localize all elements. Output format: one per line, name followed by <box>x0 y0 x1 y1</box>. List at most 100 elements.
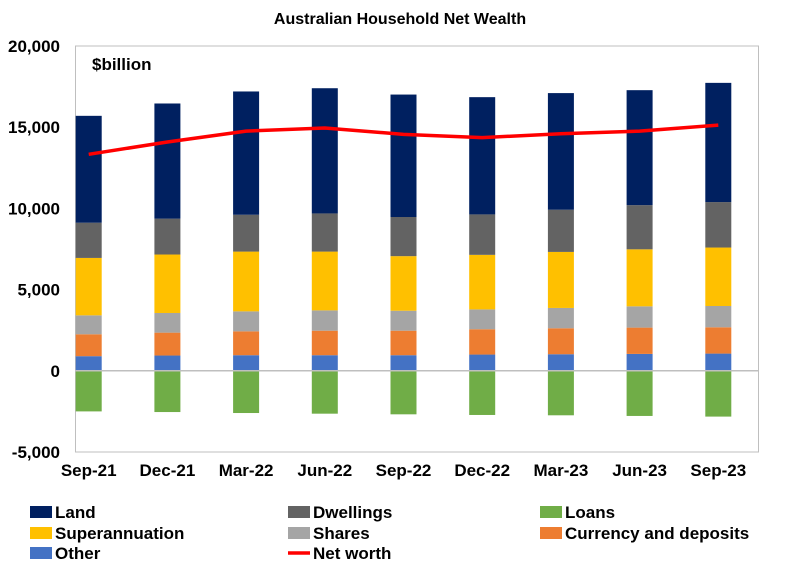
bar-superannuation <box>154 254 181 313</box>
y-tick-label: 15,000 <box>8 118 60 137</box>
bar-dwellings <box>311 213 338 252</box>
bar-superannuation <box>547 251 574 308</box>
legend-item: Currency and deposits <box>540 524 749 543</box>
x-tick-label: Mar-22 <box>219 461 274 480</box>
x-tick-label: Sep-23 <box>690 461 746 480</box>
x-tick-label: Jun-23 <box>612 461 667 480</box>
legend-item: Land <box>30 503 96 522</box>
y-tick-label: 5,000 <box>17 281 60 300</box>
bar-loans <box>311 370 338 414</box>
legend-swatch <box>288 527 310 539</box>
legend-item: Superannuation <box>30 524 184 543</box>
bar-currency-and-deposits <box>626 327 653 354</box>
legend-swatch <box>540 527 562 539</box>
bar-dwellings <box>154 218 181 255</box>
legend-label: Other <box>55 544 101 563</box>
x-tick-label: Sep-22 <box>376 461 432 480</box>
bar-dwellings <box>75 222 102 258</box>
bar-shares <box>469 309 496 330</box>
bar-loans <box>390 370 417 415</box>
bar-superannuation <box>390 256 417 311</box>
x-tick-label: Sep-21 <box>61 461 117 480</box>
bar-currency-and-deposits <box>469 329 496 355</box>
legend-item: Loans <box>540 503 615 522</box>
bar-currency-and-deposits <box>311 330 338 356</box>
bar-currency-and-deposits <box>154 332 181 356</box>
legend-label: Land <box>55 503 96 522</box>
bar-land <box>75 115 102 223</box>
bar-currency-and-deposits <box>75 334 102 357</box>
legend-swatch <box>30 506 52 518</box>
unit-label: $billion <box>92 55 152 74</box>
bar-superannuation <box>469 254 496 310</box>
bar-loans <box>233 370 260 414</box>
net-worth-line <box>88 123 719 157</box>
bar-other <box>233 355 260 371</box>
bar-superannuation <box>311 251 338 311</box>
y-tick-label: 0 <box>51 362 60 381</box>
bar-loans <box>547 370 574 416</box>
bar-other <box>547 354 574 371</box>
legend-label: Loans <box>565 503 615 522</box>
legend-label: Superannuation <box>55 524 184 543</box>
legend-swatch <box>540 506 562 518</box>
legend-item: Net worth <box>288 544 391 563</box>
legend-swatch <box>30 547 52 559</box>
bar-land <box>705 82 732 203</box>
bar-superannuation <box>75 257 102 316</box>
x-tick-label: Dec-22 <box>454 461 510 480</box>
bar-land <box>626 90 653 206</box>
bar-superannuation <box>705 247 732 307</box>
bar-land <box>547 93 574 210</box>
plot-area <box>75 45 759 453</box>
legend-label: Shares <box>313 524 370 543</box>
bar-shares <box>705 306 732 328</box>
bar-shares <box>154 312 181 333</box>
legend-swatch <box>30 527 52 539</box>
bar-shares <box>390 310 417 331</box>
legend-item: Other <box>30 544 101 563</box>
bar-land <box>390 94 417 218</box>
legend-item: Shares <box>288 524 370 543</box>
chart-title: Australian Household Net Wealth <box>274 11 526 28</box>
bar-superannuation <box>233 251 260 312</box>
bar-shares <box>311 310 338 331</box>
bar-other <box>75 356 102 371</box>
bar-land <box>311 88 338 214</box>
bar-shares <box>626 306 653 328</box>
bar-dwellings <box>626 205 653 250</box>
y-tick-label: 20,000 <box>8 37 60 56</box>
bar-loans <box>469 370 496 415</box>
bar-other <box>626 353 653 371</box>
bar-superannuation <box>626 249 653 307</box>
bar-loans <box>154 370 181 413</box>
x-tick-label: Jun-22 <box>297 461 352 480</box>
legend-item: Dwellings <box>288 503 392 522</box>
bar-dwellings <box>705 202 732 248</box>
x-tick-label: Dec-21 <box>140 461 196 480</box>
y-tick-label: -5,000 <box>12 443 60 462</box>
bar-shares <box>547 307 574 329</box>
bar-loans <box>705 370 732 417</box>
bar-other <box>154 355 181 371</box>
bar-currency-and-deposits <box>705 327 732 354</box>
bar-loans <box>75 370 102 412</box>
bar-land <box>154 103 181 219</box>
legend-swatch <box>288 506 310 518</box>
bar-currency-and-deposits <box>233 331 260 356</box>
bar-dwellings <box>469 214 496 255</box>
legend-label: Net worth <box>313 544 391 563</box>
bar-other <box>705 353 732 371</box>
bar-shares <box>233 311 260 332</box>
legend-label: Dwellings <box>313 503 392 522</box>
x-tick-label: Mar-23 <box>533 461 588 480</box>
bar-dwellings <box>547 209 574 252</box>
bar-other <box>311 355 338 371</box>
legend-label: Currency and deposits <box>565 524 749 543</box>
bar-loans <box>626 370 653 416</box>
bar-other <box>390 355 417 371</box>
bar-other <box>469 354 496 371</box>
bar-shares <box>75 315 102 335</box>
bar-currency-and-deposits <box>390 330 417 356</box>
